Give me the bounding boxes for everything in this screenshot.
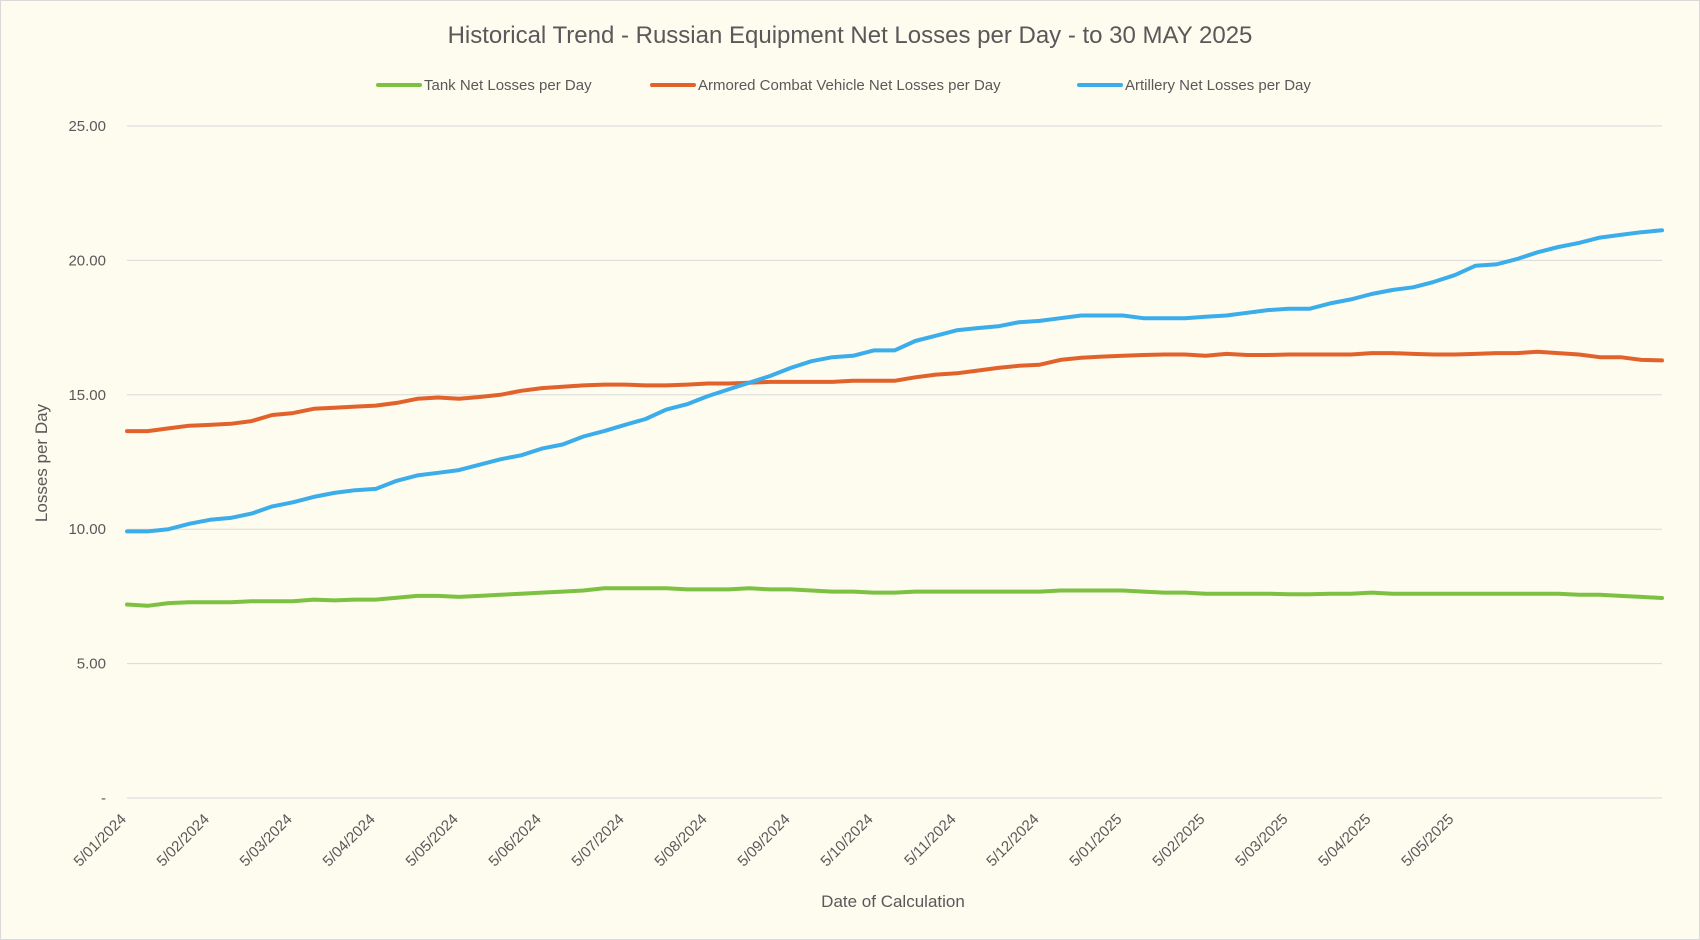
chart-title: Historical Trend - Russian Equipment Net… — [448, 22, 1253, 49]
x-tick-label: 5/02/2025 — [1149, 811, 1208, 870]
x-tick-label: 5/06/2024 — [485, 811, 544, 870]
y-axis-title: Losses per Day — [32, 403, 51, 522]
x-tick-label: 5/05/2025 — [1398, 811, 1457, 870]
x-tick-label: 5/09/2024 — [734, 811, 793, 870]
x-tick-label: 5/04/2025 — [1315, 811, 1374, 870]
y-tick-label: 10.00 — [68, 521, 106, 538]
x-tick-label: 5/08/2024 — [651, 811, 710, 870]
x-tick-label: 5/07/2024 — [568, 811, 627, 870]
y-tick-label: 25.00 — [68, 118, 106, 135]
series-lines — [125, 228, 1664, 608]
x-tick-label: 5/03/2025 — [1232, 811, 1291, 870]
legend-label: Artillery Net Losses per Day — [1125, 77, 1311, 94]
x-tick-label: 5/10/2024 — [817, 811, 876, 870]
series-line-3 — [125, 228, 1664, 534]
y-tick-label: 15.00 — [68, 387, 106, 404]
x-tick-label: 5/05/2024 — [403, 811, 462, 870]
y-tick-label: 5.00 — [77, 656, 106, 673]
x-tick-label: 5/03/2024 — [237, 811, 296, 870]
x-tick-label: 5/11/2024 — [901, 811, 959, 869]
x-axis: 5/01/2024 5/02/2024 5/03/2024 5/04/2024 5/05… — [71, 811, 1458, 870]
y-axis: - 5.00 10.00 15.00 20.00 25.00 — [68, 118, 106, 807]
y-tick-label: 20.00 — [68, 252, 106, 269]
y-tick-label: - — [101, 790, 106, 807]
gridlines — [127, 125, 1662, 799]
x-axis-title: Date of Calculation — [821, 892, 965, 911]
legend-label: Armored Combat Vehicle Net Losses per Da… — [698, 77, 1001, 94]
x-tick-label: 5/02/2024 — [154, 811, 213, 870]
series-line-2 — [125, 349, 1664, 434]
x-tick-label: 5/12/2024 — [983, 811, 1042, 870]
x-tick-label: 5/01/2024 — [71, 811, 130, 870]
x-tick-label: 5/04/2024 — [320, 811, 379, 870]
series-line-1 — [125, 586, 1664, 608]
legend-label: Tank Net Losses per Day — [424, 77, 592, 94]
legend: Tank Net Losses per Day Armored Combat Ve… — [376, 77, 1311, 94]
x-tick-label: 5/01/2025 — [1066, 811, 1125, 870]
